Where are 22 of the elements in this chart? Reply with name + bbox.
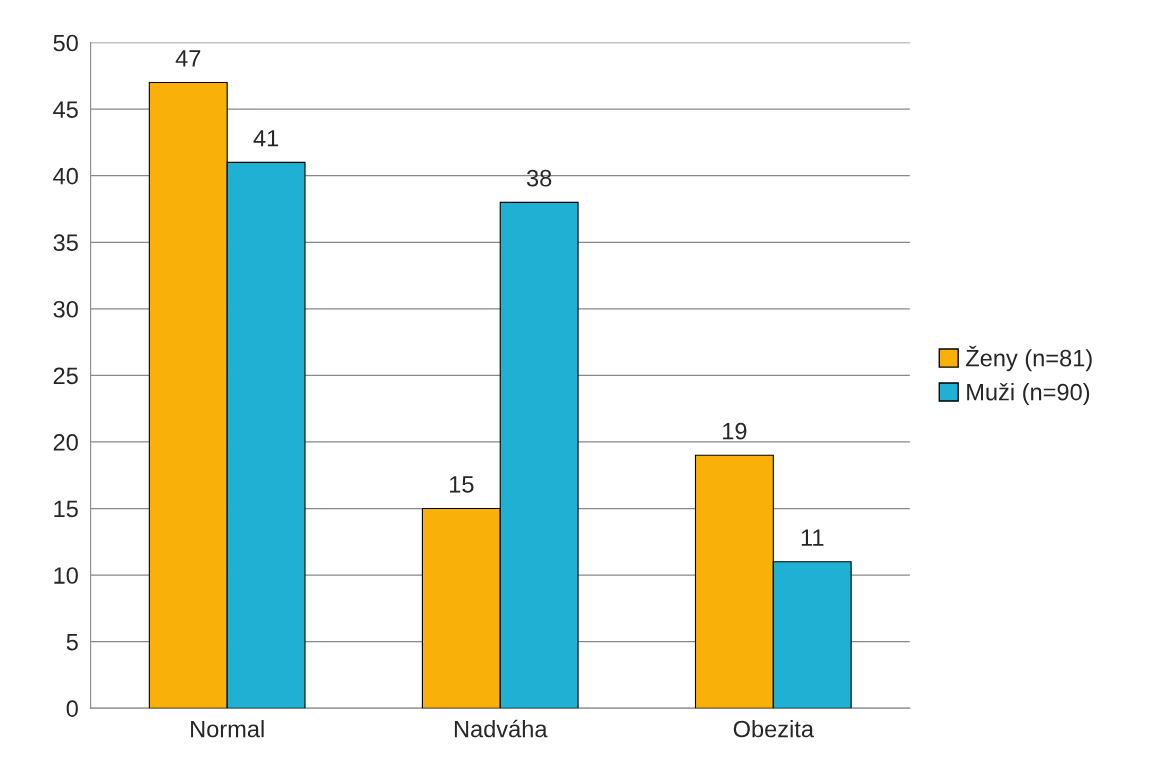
y-tick-label: 20 <box>53 434 78 451</box>
legend-label: Muži (n=90) <box>967 383 1090 406</box>
x-tick-label: Normal <box>191 720 264 738</box>
y-tick-label: 0 <box>66 700 78 717</box>
y-tick-label: 35 <box>53 234 78 252</box>
y-tick-label: 40 <box>53 167 78 185</box>
y-tick-label: 25 <box>53 367 78 385</box>
y-tick-label: 30 <box>53 300 78 318</box>
x-tick-label: Obezita <box>733 720 814 738</box>
data-label: 11 <box>801 529 824 546</box>
data-label: 47 <box>175 50 201 67</box>
y-tick-label: 45 <box>53 101 78 118</box>
legend-label: Ženy (n=81) <box>966 345 1092 372</box>
y-tick-label: 15 <box>54 500 78 518</box>
data-label: 19 <box>723 422 747 440</box>
x-tick-label: Nadváha <box>454 719 548 738</box>
data-label: 15 <box>450 476 474 493</box>
y-tick-label: 5 <box>66 633 78 651</box>
y-tick-label: 10 <box>54 567 78 584</box>
y-tick-label: 50 <box>53 34 78 52</box>
data-label: 38 <box>526 169 552 187</box>
data-label: 41 <box>253 130 279 147</box>
